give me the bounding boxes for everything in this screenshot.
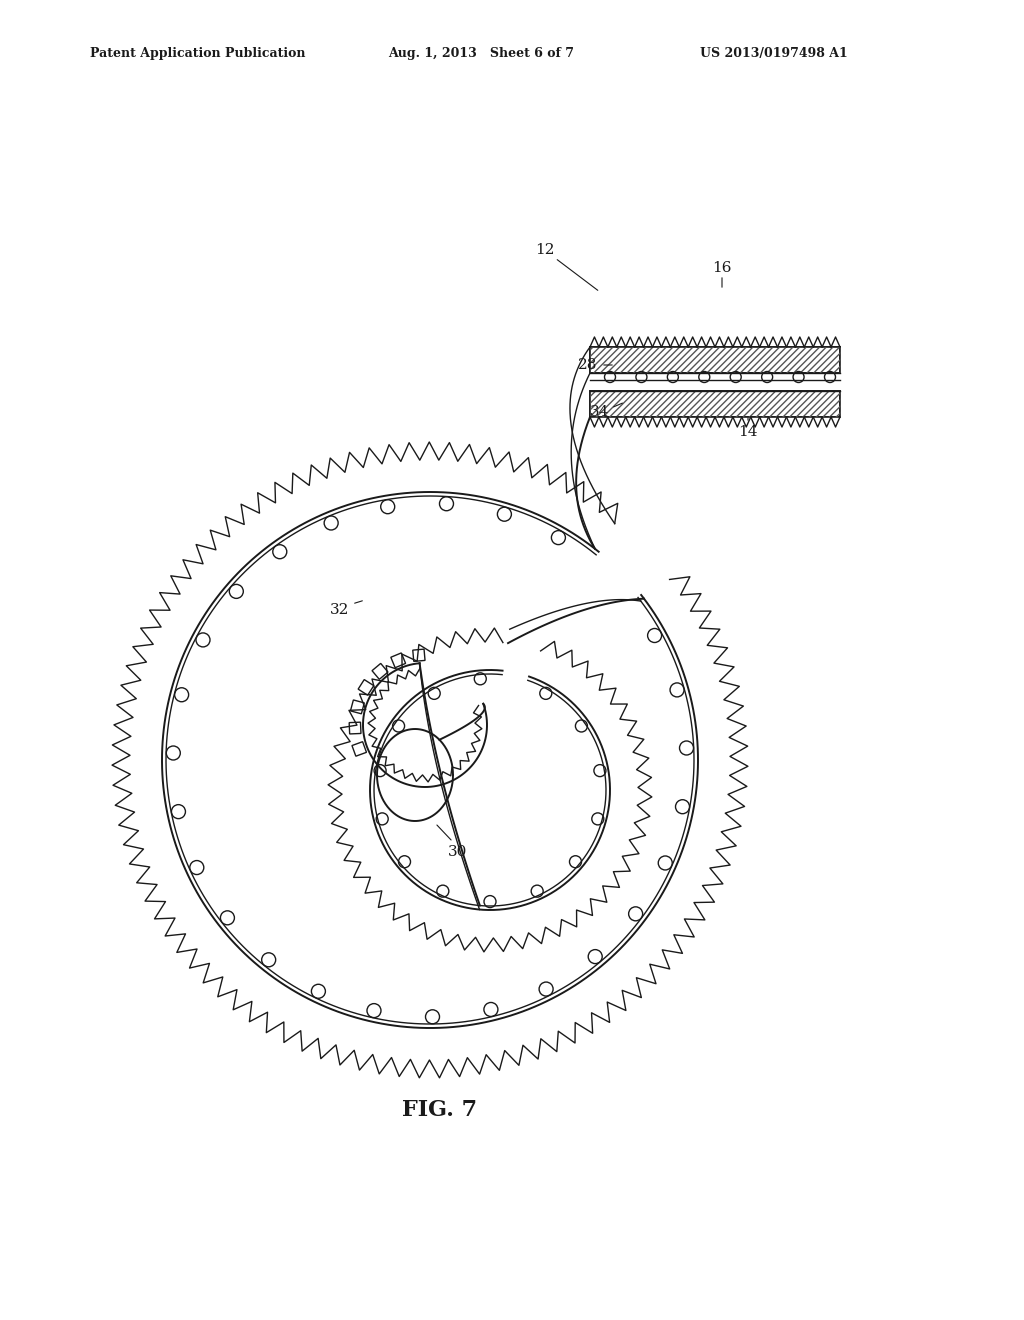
Text: 32: 32 bbox=[331, 603, 349, 616]
Bar bbox=[590, 391, 840, 417]
Text: 16: 16 bbox=[713, 261, 732, 275]
Text: FIG. 7: FIG. 7 bbox=[402, 1100, 477, 1121]
Text: 12: 12 bbox=[536, 243, 555, 257]
Bar bbox=[590, 391, 840, 417]
Bar bbox=[590, 347, 840, 374]
Text: 30: 30 bbox=[449, 845, 468, 859]
Text: 34: 34 bbox=[590, 405, 609, 418]
Text: US 2013/0197498 A1: US 2013/0197498 A1 bbox=[700, 46, 848, 59]
Text: Aug. 1, 2013   Sheet 6 of 7: Aug. 1, 2013 Sheet 6 of 7 bbox=[388, 46, 574, 59]
Text: 14: 14 bbox=[738, 425, 758, 440]
Bar bbox=[590, 347, 840, 374]
Text: Patent Application Publication: Patent Application Publication bbox=[90, 46, 305, 59]
Text: 28: 28 bbox=[579, 358, 598, 372]
